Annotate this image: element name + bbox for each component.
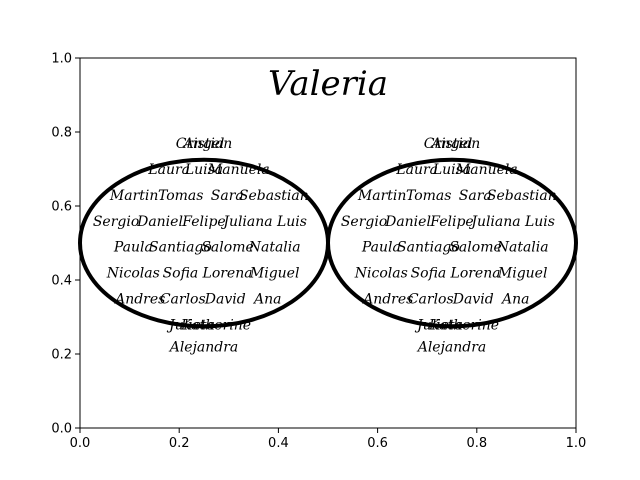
name-label: Laura (395, 162, 438, 178)
name-label: David (452, 292, 494, 308)
name-label: Nicolas (106, 266, 160, 282)
name-label: Juliana (468, 214, 520, 230)
name-label: Felipe (181, 214, 225, 230)
name-label: Lorena (202, 266, 253, 282)
name-label: Julieta (414, 317, 463, 333)
name-label: Angel (182, 136, 225, 152)
name-label: Manuela (455, 162, 518, 178)
name-label: Nicolas (354, 266, 408, 282)
name-label: Tomas (158, 188, 204, 204)
y-tick-label: 0.2 (51, 348, 72, 363)
name-label: Luis (276, 214, 307, 230)
name-label: Sergio (93, 214, 139, 230)
name-label: Natalia (496, 240, 549, 256)
name-label: Katherine (180, 317, 251, 333)
y-tick-label: 0.0 (51, 422, 72, 437)
name-label: Julieta (166, 317, 215, 333)
name-label: Luisa (184, 162, 223, 178)
name-label: Andres (113, 292, 165, 308)
y-axis: 0.0 0.2 0.4 0.6 0.8 1.0 (51, 52, 80, 437)
name-label: Laura (147, 162, 190, 178)
name-label: Miguel (249, 266, 300, 282)
x-tick-label: 0.0 (70, 436, 91, 451)
y-tick-label: 1.0 (51, 52, 72, 67)
name-label: Salome (201, 240, 253, 256)
y-tick-label: 0.4 (51, 274, 72, 289)
name-label: Martin (357, 188, 407, 204)
name-label: Andres (361, 292, 413, 308)
x-tick-label: 0.2 (169, 436, 190, 451)
name-label: Alejandra (168, 340, 239, 356)
name-label: Sara (459, 188, 492, 204)
name-label: Angel (430, 136, 473, 152)
chart-title: Valeria (268, 64, 388, 104)
x-tick-label: 0.4 (268, 436, 289, 451)
name-label: David (204, 292, 246, 308)
axes-frame (79, 57, 577, 429)
name-label: Ana (500, 292, 529, 308)
name-label: Santiago (149, 240, 212, 256)
name-label: Tomas (406, 188, 452, 204)
name-label: Cristian (176, 136, 233, 152)
name-label: Lorena (450, 266, 501, 282)
name-label: Alejandra (416, 340, 487, 356)
name-label: Daniel (136, 214, 183, 230)
name-label: Sofia (163, 266, 199, 282)
y-tick-label: 0.8 (51, 126, 72, 141)
name-label: Sergio (341, 214, 387, 230)
name-label: Carlos (408, 292, 454, 308)
x-tick-label: 0.8 (466, 436, 487, 451)
name-label: Paula (113, 240, 153, 256)
name-label: Ana (252, 292, 281, 308)
name-label: Sebastian (487, 188, 557, 204)
name-label: Sara (211, 188, 244, 204)
name-label: Juliana (220, 214, 272, 230)
name-label: Luisa (432, 162, 471, 178)
name-label: Daniel (384, 214, 431, 230)
name-label: Martin (109, 188, 159, 204)
name-label: Miguel (497, 266, 548, 282)
name-label: Sofia (411, 266, 447, 282)
name-label: Salome (449, 240, 501, 256)
name-label: Manuela (207, 162, 270, 178)
x-tick-label: 1.0 (566, 436, 587, 451)
name-label: Natalia (248, 240, 301, 256)
name-label: Sebastian (239, 188, 309, 204)
name-label: Santiago (397, 240, 460, 256)
name-label: Katherine (428, 317, 499, 333)
x-tick-label: 0.6 (367, 436, 388, 451)
name-label: Carlos (160, 292, 206, 308)
name-label: Luis (524, 214, 555, 230)
x-axis: 0.0 0.2 0.4 0.6 0.8 1.0 (70, 428, 587, 451)
name-label: Felipe (429, 214, 473, 230)
y-tick-label: 0.6 (51, 200, 72, 215)
name-label: Paula (361, 240, 401, 256)
name-label: Cristian (424, 136, 481, 152)
